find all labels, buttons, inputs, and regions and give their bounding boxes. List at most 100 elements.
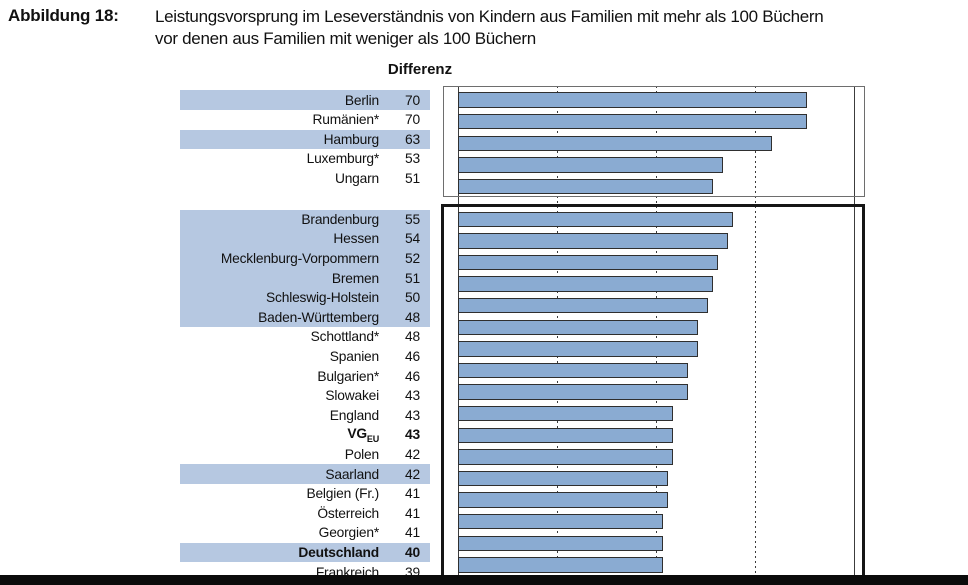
row-name: Belgien (Fr.) <box>306 486 379 502</box>
row-name: England <box>329 407 379 423</box>
row-name: Saarland <box>325 466 379 482</box>
row-value: 52 <box>405 251 420 267</box>
chart-row-label: Saarland 42 <box>180 464 430 484</box>
row-name: Hamburg <box>323 131 380 147</box>
row-value: 43 <box>405 427 420 443</box>
bar-row <box>458 233 855 253</box>
figure-title: Leistungsvorsprung im Leseverständnis vo… <box>155 6 960 50</box>
row-value: 42 <box>405 466 420 482</box>
bar <box>458 157 723 173</box>
bar-row <box>458 113 855 134</box>
chart-row-label: England 43 <box>180 406 430 426</box>
row-value: 41 <box>405 505 420 521</box>
row-name: Rumänien* <box>312 112 380 128</box>
row-name: Baden-Württemberg <box>258 309 379 325</box>
chart-row-label: Hamburg 63 <box>180 129 430 150</box>
bar <box>458 535 664 551</box>
chart-row-label: Baden-Württemberg 48 <box>180 307 430 328</box>
chart-row-label: Mecklenburg-Vorpommern 52 <box>180 248 430 269</box>
row-value: 40 <box>405 544 420 560</box>
label-column-group-1: Berlin 70 Rumänien* 70 Hamburg 63 Luxemb… <box>180 90 430 188</box>
row-value: 48 <box>405 329 420 345</box>
bar <box>458 384 688 400</box>
row-name: Brandenburg <box>301 211 379 227</box>
chart-row-label: Polen 42 <box>180 445 430 465</box>
row-value: 53 <box>405 151 420 167</box>
row-value: 55 <box>405 211 420 227</box>
row-value: 41 <box>405 486 420 502</box>
chart-row-label: Rumänien* 70 <box>180 110 430 130</box>
row-name: Schottland* <box>310 329 380 345</box>
chart-row-label: Belgien (Fr.) 41 <box>180 484 430 504</box>
row-value: 70 <box>405 92 420 108</box>
gridline-dotted-20 <box>556 86 558 585</box>
row-name: Bulgarien* <box>317 368 379 384</box>
row-value: 50 <box>405 290 420 306</box>
bar-row <box>458 341 855 361</box>
figure-title-line1: Leistungsvorsprung im Leseverständnis vo… <box>155 7 824 26</box>
bar <box>458 319 698 336</box>
row-name: Georgien* <box>318 525 380 541</box>
bar <box>458 276 713 292</box>
row-name: Spanien <box>329 349 379 365</box>
chart-row-label: Schottland* 48 <box>180 327 430 347</box>
row-name: Deutschland <box>298 544 379 560</box>
bar <box>458 492 669 508</box>
bar-row <box>458 211 855 232</box>
bar <box>458 92 807 108</box>
row-name: Bremen <box>331 270 379 286</box>
bar <box>458 405 674 422</box>
bar-row <box>458 449 855 469</box>
row-value: 42 <box>405 447 420 463</box>
chart-row-label: Deutschland 40 <box>180 542 430 563</box>
bar-row <box>458 492 855 512</box>
bar <box>458 233 728 249</box>
bar-area-group-2 <box>458 210 855 585</box>
row-value: 46 <box>405 349 420 365</box>
axis-endline <box>854 86 855 585</box>
chart-row-label: Österreich 41 <box>180 504 430 524</box>
bar-row <box>458 319 855 340</box>
bar <box>458 211 733 228</box>
row-name: Polen <box>344 447 379 463</box>
row-name: Hessen <box>333 231 379 247</box>
chart-row-label: VGEU 43 <box>180 425 430 445</box>
chart-row-label: Hessen 54 <box>180 229 430 249</box>
gridline-dotted-60 <box>754 86 756 585</box>
row-value: 43 <box>405 407 420 423</box>
bar <box>458 557 664 573</box>
bar-row <box>458 535 855 556</box>
bar <box>458 449 674 465</box>
bar-row <box>458 276 855 296</box>
bar <box>458 362 688 379</box>
figure-label: Abbildung 18: <box>8 6 119 25</box>
row-value: 43 <box>405 388 420 404</box>
bar-row <box>458 513 855 534</box>
bar <box>458 113 807 130</box>
bar-row <box>458 92 855 112</box>
row-name-subscript: EU <box>366 433 379 444</box>
bar-row <box>458 254 855 275</box>
bar-row <box>458 362 855 383</box>
row-name: Schleswig-Holstein <box>266 290 379 306</box>
column-header-differenz: Differenz <box>387 61 453 78</box>
figure-title-line2: vor denen aus Familien mit weniger als 1… <box>155 29 536 48</box>
chart-row-label: Luxemburg* 53 <box>180 149 430 169</box>
row-value: 46 <box>405 368 420 384</box>
bar-row <box>458 427 855 448</box>
bar-row <box>458 135 855 156</box>
row-name: Österreich <box>317 505 379 521</box>
bar-row <box>458 384 855 404</box>
chart-row-label: Spanien 46 <box>180 347 430 367</box>
chart-row-label: Brandenburg 55 <box>180 209 430 230</box>
chart-row-label: Schleswig-Holstein 50 <box>180 287 430 308</box>
chart-row-label: Slowakei 43 <box>180 386 430 406</box>
row-name: Slowakei <box>325 388 379 404</box>
row-value: 51 <box>405 270 420 286</box>
bar <box>458 178 713 195</box>
cropped-bottom-strip <box>0 575 968 585</box>
chart-row-label: Ungarn 51 <box>180 169 430 189</box>
bar <box>458 297 708 314</box>
bar-area-group-1 <box>458 90 855 198</box>
